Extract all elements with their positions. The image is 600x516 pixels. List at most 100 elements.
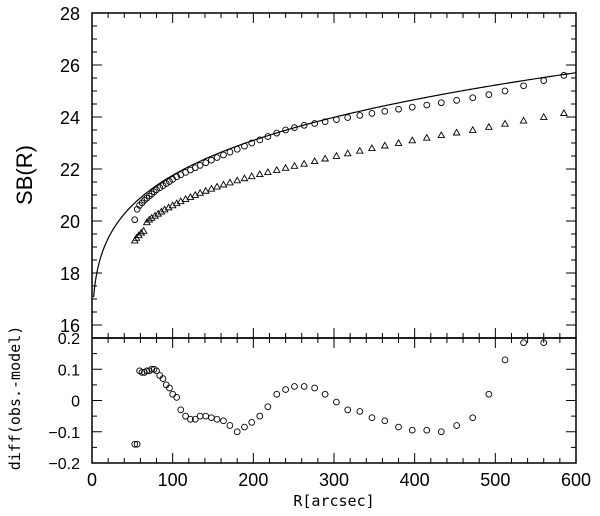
- data-point-triangle: [196, 188, 205, 196]
- data-point-triangle: [219, 180, 228, 188]
- data-point-circle: [453, 422, 460, 429]
- data-point-circle: [196, 412, 204, 420]
- data-point-triangle: [539, 112, 548, 120]
- data-point-circle: [220, 151, 227, 159]
- data-point-triangle: [240, 174, 249, 182]
- data-point-circle: [381, 107, 389, 115]
- data-point-triangle: [213, 182, 222, 190]
- data-point-circle: [196, 162, 204, 169]
- data-point-circle: [241, 142, 248, 150]
- data-point-circle: [131, 440, 139, 448]
- data-point-triangle: [380, 141, 389, 149]
- data-point-circle: [333, 398, 340, 406]
- data-point-triangle: [394, 138, 403, 146]
- data-point-triangle: [139, 226, 148, 234]
- data-point-circle: [138, 369, 146, 376]
- data-point-circle: [356, 408, 364, 415]
- data-point-triangle: [355, 146, 364, 154]
- y-tick-label: 0.1: [58, 362, 80, 379]
- data-point-triangle: [233, 176, 242, 184]
- data-point-triangle: [225, 178, 234, 186]
- data-point-circle: [333, 116, 340, 123]
- top-y-tick-labels: 16 18 20 22 24 26 28: [60, 4, 80, 336]
- data-point-circle: [153, 367, 160, 375]
- data-point-circle: [368, 110, 376, 117]
- data-point-triangle: [300, 159, 309, 167]
- data-point-circle: [408, 103, 416, 111]
- data-point-circle: [226, 148, 234, 156]
- data-point-circle: [485, 390, 493, 398]
- data-point-circle: [485, 91, 493, 98]
- data-point-circle: [133, 440, 141, 448]
- data-point-circle: [202, 412, 210, 420]
- data-point-circle: [213, 154, 221, 161]
- data-point-triangle: [501, 119, 509, 127]
- data-point-circle: [208, 414, 215, 422]
- data-point-triangle: [281, 163, 290, 171]
- data-point-triangle: [147, 213, 156, 221]
- data-point-circle: [208, 156, 215, 164]
- data-point-circle: [282, 126, 289, 134]
- data-point-circle: [213, 415, 221, 423]
- data-point-circle: [560, 72, 568, 79]
- data-point-triangle: [468, 125, 477, 133]
- y-tick-label: 18: [60, 264, 80, 284]
- data-point-circle: [256, 412, 264, 420]
- data-point-circle: [182, 412, 189, 420]
- top-axis-ticks: [91, 12, 577, 339]
- y-tick-label: 22: [60, 160, 80, 180]
- data-point-triangle: [263, 168, 272, 175]
- data-point-triangle: [137, 228, 146, 236]
- data-point-triangle: [255, 170, 264, 178]
- data-point-circle: [356, 112, 364, 119]
- data-point-circle: [368, 414, 376, 422]
- data-point-triangle: [484, 122, 493, 130]
- data-point-circle: [273, 390, 281, 398]
- data-point-circle: [187, 415, 194, 423]
- data-point-circle: [321, 118, 329, 126]
- data-point-triangle: [272, 165, 281, 173]
- data-point-circle: [469, 414, 477, 422]
- data-point-circle: [501, 87, 509, 95]
- data-point-circle: [256, 136, 264, 144]
- data-point-circle: [148, 365, 156, 373]
- data-point-circle: [311, 120, 318, 127]
- data-point-circle: [291, 383, 298, 390]
- data-point-triangle: [157, 207, 166, 215]
- data-point-circle: [540, 77, 548, 84]
- data-point-circle: [264, 403, 272, 411]
- data-point-triangle: [332, 151, 341, 159]
- bottom-axis-ticks: [91, 337, 577, 464]
- data-point-circle: [264, 133, 272, 140]
- data-point-circle: [248, 139, 256, 147]
- data-point-circle: [159, 375, 167, 382]
- data-point-circle: [311, 384, 318, 392]
- data-point-circle: [520, 339, 527, 347]
- y-tick-label: 24: [60, 108, 80, 128]
- data-point-circle: [241, 423, 248, 431]
- data-point-circle: [520, 82, 527, 90]
- data-point-circle: [143, 367, 151, 375]
- top-plot-frame: [91, 12, 577, 339]
- bottom-y-axis-label: diff(obs.-model): [6, 326, 24, 471]
- data-point-circle: [173, 394, 181, 401]
- data-point-circle: [381, 417, 389, 425]
- data-point-triangle: [321, 154, 330, 162]
- data-point-circle: [395, 105, 402, 113]
- data-point-circle: [226, 422, 234, 429]
- data-point-circle: [469, 94, 477, 102]
- data-point-circle: [395, 423, 402, 431]
- data-point-circle: [344, 114, 352, 121]
- top-panel: 16 18 20 22 24 26 28 SB(R): [12, 4, 577, 339]
- y-tick-label: −0.1: [48, 425, 80, 442]
- data-point-circle: [540, 339, 548, 347]
- x-tick-label: 600: [561, 470, 591, 490]
- data-point-triangle: [343, 149, 352, 157]
- data-point-circle: [282, 386, 289, 393]
- y-tick-label: 16: [60, 316, 80, 336]
- x-tick-label: 100: [158, 470, 188, 490]
- data-point-triangle: [247, 172, 256, 180]
- data-point-circle: [233, 428, 241, 436]
- data-point-circle: [220, 417, 227, 425]
